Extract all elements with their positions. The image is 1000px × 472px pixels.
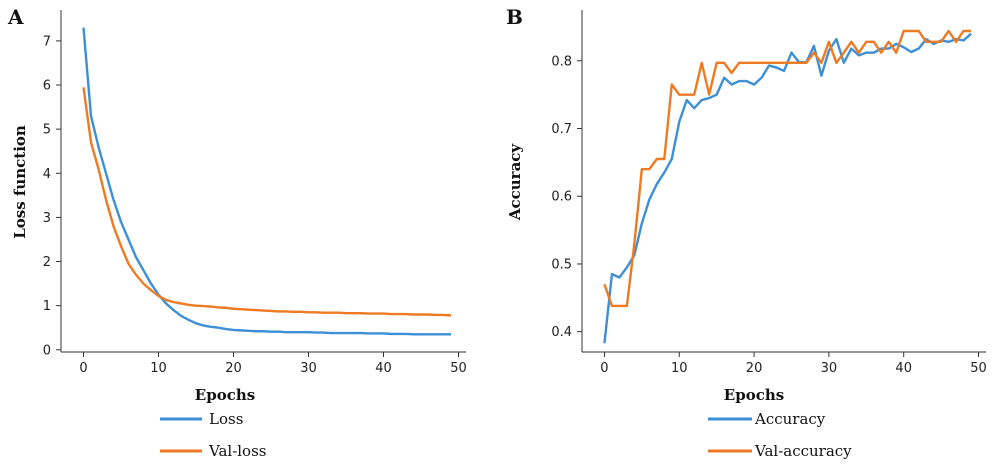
loss-chart-y-tick-label: 0	[43, 343, 51, 358]
loss-chart-x-tick-label: 0	[79, 361, 87, 376]
loss-chart-x-tick-label: 20	[225, 361, 242, 376]
loss-chart-x-tick-label: 40	[375, 361, 392, 376]
loss-chart-plot-area: 0 10 20 30 40 50 0 1 2 3 4 5 6 7	[43, 10, 467, 376]
loss-chart-x-tick-label: 50	[450, 361, 467, 376]
legend-label-val-loss: Val-loss	[208, 442, 267, 460]
loss-chart-y-axis-title: Loss function	[11, 125, 29, 239]
loss-chart-x-axis-title: Epochs	[195, 386, 255, 404]
accuracy-chart-y-tick-label: 0.6	[551, 190, 572, 205]
legend-label-accuracy: Accuracy	[754, 410, 826, 428]
accuracy-chart-series-line-accuracy	[603, 32, 972, 344]
accuracy-chart-plot-area: 0 10 20 30 40 50 0.4 0.5 0.6 0.7 0.8	[551, 10, 987, 376]
accuracy-chart-series-line-val-accuracy	[603, 29, 972, 308]
loss-chart-x-tick-label: 30	[300, 361, 317, 376]
accuracy-chart-y-tick-label: 0.4	[551, 325, 572, 340]
loss-chart-y-tick-label: 7	[43, 34, 51, 49]
loss-chart-panel: A Epochs Loss function 0 10 20 30 40 50 0 1 2 3 4 5…	[7, 5, 467, 460]
accuracy-chart-x-tick-label: 30	[821, 361, 838, 376]
accuracy-chart-y-axis-title: Accuracy	[506, 143, 524, 222]
accuracy-chart-y-tick-label: 0.8	[551, 54, 572, 69]
loss-chart-y-tick-label: 6	[43, 79, 51, 94]
loss-chart-y-tick-label: 4	[43, 167, 51, 182]
legend-label-loss: Loss	[209, 410, 243, 428]
panel-a-letter: A	[7, 5, 24, 29]
accuracy-chart-x-tick-label: 10	[671, 361, 688, 376]
accuracy-chart-y-tick-label: 0.7	[551, 122, 572, 137]
accuracy-chart-x-tick-label: 50	[970, 361, 987, 376]
accuracy-chart-x-tick-label: 20	[746, 361, 763, 376]
loss-chart-y-tick-label: 2	[43, 255, 51, 270]
loss-chart-legend: Loss Val-loss	[160, 410, 267, 460]
loss-chart-series-line-loss	[82, 27, 451, 336]
accuracy-chart-panel: B Epochs Accuracy 0 10 20 30 40 50 0.4 0.5 0.6 0.…	[506, 5, 987, 460]
loss-chart-y-tick-label: 3	[43, 211, 51, 226]
legend-label-val-accuracy: Val-accuracy	[754, 442, 852, 460]
loss-chart-y-tick-label: 5	[43, 123, 51, 138]
accuracy-chart-x-tick-label: 40	[895, 361, 912, 376]
accuracy-chart-x-tick-label: 0	[600, 361, 608, 376]
accuracy-chart-x-axis-title: Epochs	[724, 386, 784, 404]
loss-chart-x-tick-label: 10	[150, 361, 167, 376]
loss-chart-series-line-val-loss	[82, 87, 452, 317]
panel-b-letter: B	[506, 5, 523, 29]
accuracy-chart-legend: Accuracy Val-accuracy	[708, 410, 852, 460]
accuracy-chart-y-tick-label: 0.5	[551, 257, 572, 272]
loss-chart-y-tick-label: 1	[43, 299, 51, 314]
